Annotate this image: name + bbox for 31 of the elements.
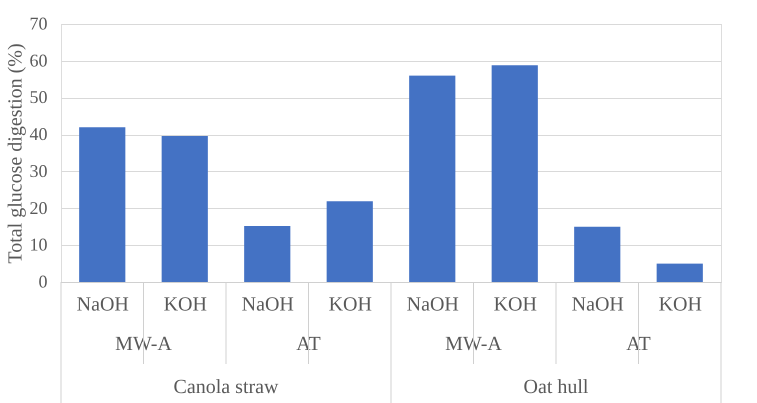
y-tick-label: 70: [30, 14, 48, 34]
x-tick-label: NaOH: [76, 294, 129, 316]
bar: [79, 127, 126, 282]
x-tick-label: KOH: [328, 294, 372, 316]
x-tick-label: KOH: [658, 294, 702, 316]
text: MW-A: [445, 333, 502, 355]
y-tick-label: 0: [38, 272, 48, 292]
bar: [326, 201, 373, 282]
bar: [492, 65, 538, 282]
text: Oat hull: [524, 376, 589, 398]
x-tick-label: NaOH: [572, 294, 624, 316]
x-tick-label: KOH: [164, 294, 207, 316]
y-tick-label: 60: [30, 50, 48, 70]
x-tick-label: NaOH: [406, 294, 459, 316]
text: MW-A: [115, 333, 172, 355]
x-tick-label: NaOH: [242, 294, 294, 316]
bar: [244, 226, 290, 282]
bar: [656, 264, 703, 282]
bar: [574, 226, 620, 282]
y-tick-label: 20: [30, 198, 48, 218]
y-tick-label: 50: [30, 87, 48, 108]
bar: [409, 76, 456, 282]
x-tick-label: KOH: [494, 294, 537, 316]
text: AT: [296, 333, 321, 355]
y-tick-label: 40: [30, 124, 48, 144]
y-tick-label: 10: [30, 234, 48, 255]
text: Canola straw: [174, 376, 280, 398]
bar: [162, 136, 208, 282]
y-axis-title: Total glucose digestion (%): [4, 43, 26, 264]
y-tick-label: 30: [30, 160, 48, 181]
text: AT: [626, 333, 651, 355]
